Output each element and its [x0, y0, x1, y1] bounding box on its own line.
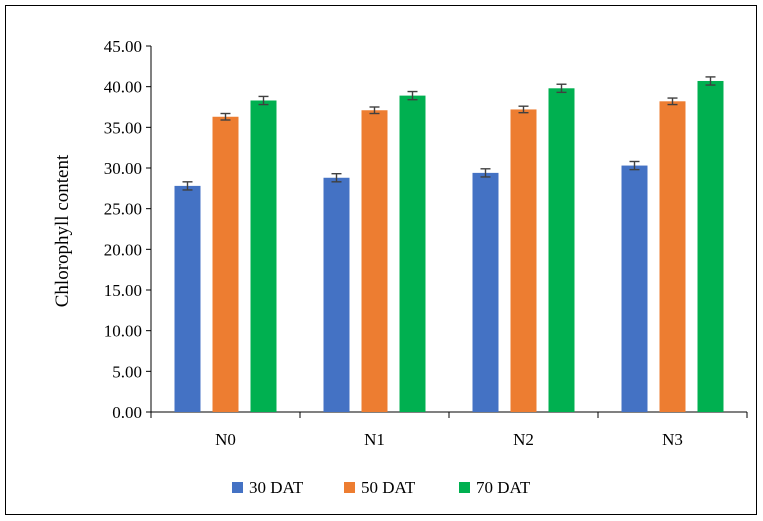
bar [697, 80, 724, 413]
bar [323, 177, 350, 412]
y-tick-label: 20.00 [104, 240, 142, 259]
y-tick-label: 0.00 [112, 403, 142, 422]
bar [174, 185, 201, 412]
x-tick-label: N1 [364, 430, 385, 449]
y-tick-label: 35.00 [104, 118, 142, 137]
bar [361, 110, 388, 413]
bar [250, 100, 277, 412]
x-tick-label: N2 [513, 430, 534, 449]
y-axis: 0.00 5.00 10.00 15.00 20.00 25.00 30.00 35.00 40… [104, 37, 152, 422]
legend-swatch [344, 482, 355, 493]
y-tick-label: 5.00 [112, 362, 142, 381]
y-tick-label: 45.00 [104, 37, 142, 56]
legend: 30 DAT 50 DAT 70 DAT [232, 478, 531, 497]
y-tick-label: 30.00 [104, 159, 142, 178]
legend-swatch [459, 482, 470, 493]
bar [510, 109, 537, 412]
bar [621, 165, 648, 412]
legend-label: 50 DAT [361, 478, 416, 497]
y-tick-label: 25.00 [104, 200, 142, 219]
y-tick-label: 40.00 [104, 78, 142, 97]
bar [472, 172, 499, 412]
legend-label: 70 DAT [476, 478, 531, 497]
y-tick-label: 10.00 [104, 322, 142, 341]
y-tick-label: 15.00 [104, 281, 142, 300]
legend-swatch [232, 482, 243, 493]
legend-label: 30 DAT [249, 478, 304, 497]
bar [212, 116, 239, 412]
x-tick-label: N0 [215, 430, 236, 449]
bar [399, 95, 426, 412]
bar [659, 101, 686, 412]
y-axis-title: Chlorophyll content [52, 154, 73, 307]
bars [174, 76, 724, 413]
bar [548, 88, 575, 412]
x-tick-label: N3 [662, 430, 683, 449]
x-axis: N0 N1 N2 N3 [150, 411, 748, 449]
